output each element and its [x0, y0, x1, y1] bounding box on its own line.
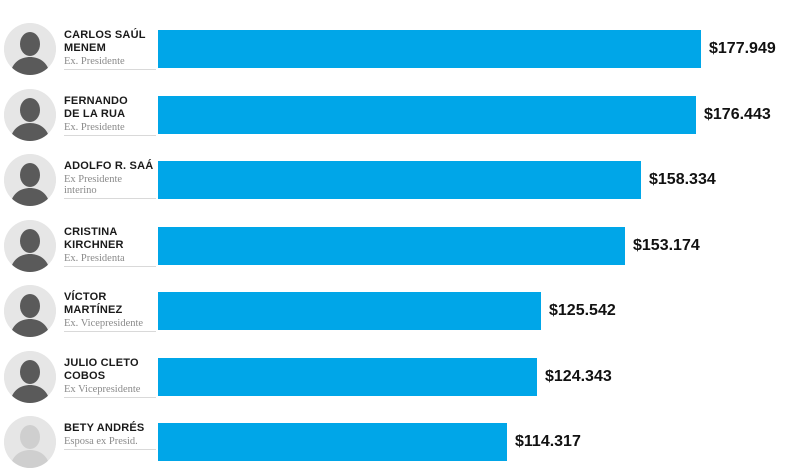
- role-underline: [64, 397, 156, 398]
- bar: [158, 161, 641, 199]
- person-name: CRISTINA: [64, 226, 118, 238]
- person-name: FERNANDO: [64, 95, 128, 107]
- role-underline: [64, 135, 156, 136]
- chart-row: JULIO CLETO COBOS Ex Vicepresidente $124.34…: [0, 344, 800, 410]
- bar: [158, 358, 537, 396]
- portrait-photo-icon: [4, 154, 56, 206]
- person-name: CARLOS SAÚL: [64, 29, 146, 41]
- bar-value-label: $158.334: [649, 171, 716, 188]
- chart-row: BETY ANDRÉS Esposa ex Presid. $114.317: [0, 409, 800, 475]
- person-role: Esposa ex Presid.: [64, 436, 138, 447]
- chart-row: VÍCTOR MARTÍNEZ Ex. Vicepresidente $125.542: [0, 278, 800, 344]
- person-name: KIRCHNER: [64, 239, 124, 251]
- portrait-photo-icon: [4, 220, 56, 272]
- person-role: Ex. Presidente: [64, 122, 125, 133]
- portrait-photo-icon: [4, 351, 56, 403]
- portrait-placeholder-icon: [4, 416, 56, 468]
- person-role: Ex. Presidenta: [64, 253, 125, 264]
- bar: [158, 292, 541, 330]
- chart-row: FERNANDO DE LA RUA Ex. Presidente $176.443: [0, 82, 800, 148]
- bar-value-label: $114.317: [515, 433, 581, 450]
- portrait-photo-icon: [4, 89, 56, 141]
- person-name: ADOLFO R. SAÁ: [64, 160, 154, 172]
- bar-value-label: $177.949: [709, 40, 776, 57]
- bar: [158, 30, 701, 68]
- bar-value-label: $176.443: [704, 106, 771, 123]
- person-role: Ex Vicepresidente: [64, 384, 141, 395]
- person-name: COBOS: [64, 370, 106, 382]
- pension-bar-chart: CARLOS SAÚL MENEM Ex. Presidente $177.949 FE…: [0, 16, 800, 468]
- role-underline: [64, 69, 156, 70]
- chart-row: CRISTINA KIRCHNER Ex. Presidenta $153.174: [0, 213, 800, 279]
- chart-row: ADOLFO R. SAÁ Ex Presidente interino $158.3…: [0, 147, 800, 213]
- person-role: Ex Presidente: [64, 174, 123, 185]
- bar: [158, 227, 625, 265]
- bar: [158, 423, 507, 461]
- bar-value-label: $125.542: [549, 302, 616, 319]
- person-name: DE LA RUA: [64, 108, 126, 120]
- portrait-photo-icon: [4, 23, 56, 75]
- person-name: MENEM: [64, 42, 106, 54]
- person-name: VÍCTOR: [64, 291, 107, 303]
- bar-value-label: $124.343: [545, 368, 612, 385]
- bar-value-label: $153.174: [633, 237, 700, 254]
- role-underline: [64, 198, 156, 199]
- role-underline: [64, 331, 156, 332]
- person-name: MARTÍNEZ: [64, 304, 123, 316]
- person-name: BETY ANDRÉS: [64, 422, 145, 434]
- person-role: Ex. Presidente: [64, 56, 125, 67]
- bar: [158, 96, 696, 134]
- person-role: interino: [64, 185, 97, 196]
- chart-row: CARLOS SAÚL MENEM Ex. Presidente $177.949: [0, 16, 800, 82]
- portrait-photo-icon: [4, 285, 56, 337]
- person-role: Ex. Vicepresidente: [64, 318, 144, 329]
- role-underline: [64, 266, 156, 267]
- person-name: JULIO CLETO: [64, 357, 139, 369]
